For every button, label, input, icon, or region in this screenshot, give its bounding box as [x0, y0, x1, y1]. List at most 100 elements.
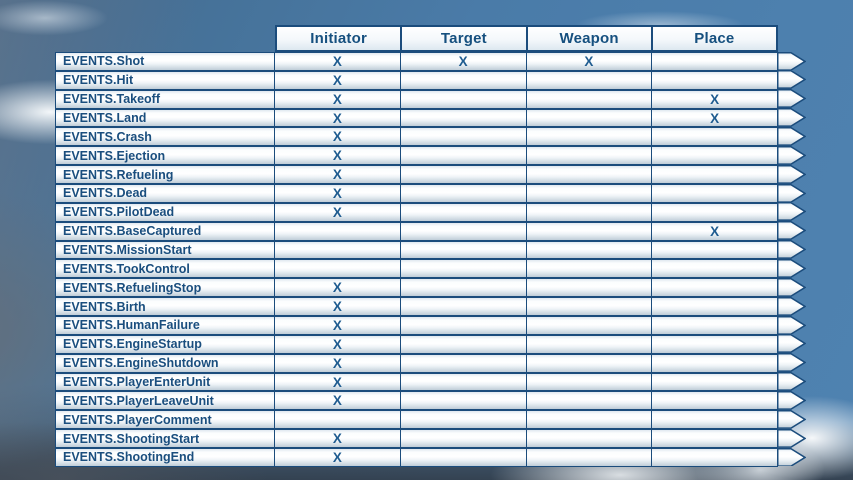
mark-cell-weapon: [526, 185, 653, 202]
mark-cell-place: [652, 166, 778, 184]
mark-cell-target: X: [400, 53, 527, 70]
mark-cell-initiator: X: [275, 90, 401, 108]
mark-cell-place: [652, 354, 778, 372]
mark-cell-weapon: [526, 109, 653, 127]
mark-cell-target: [400, 203, 527, 221]
table-row: EVENTS.HumanFailure X: [55, 315, 806, 335]
mark-cell-target: [400, 430, 527, 448]
table-row: EVENTS.ShootingStart X: [55, 428, 806, 449]
event-label: EVENTS.Hit: [55, 71, 275, 89]
mark-cell-initiator: X: [275, 147, 401, 165]
row-arrow-icon: [776, 277, 806, 297]
mark-cell-place: [652, 147, 778, 165]
mark-cell-target: [400, 335, 527, 353]
table-row: EVENTS.Dead X: [55, 183, 806, 203]
row-arrow-icon: [776, 296, 806, 316]
mark-cell-initiator: X: [275, 203, 401, 221]
mark-cell-target: [400, 373, 527, 391]
row-arrow-icon: [776, 164, 806, 184]
mark-cell-place: [652, 53, 778, 70]
mark-cell-place: [652, 392, 778, 410]
row-arrow-icon: [776, 145, 806, 165]
mark-cell-target: [400, 71, 527, 89]
row-arrow-icon: [776, 353, 806, 373]
mark-cell-weapon: [526, 90, 653, 108]
event-label: EVENTS.Takeoff: [55, 90, 275, 108]
row-arrow-icon: [776, 372, 806, 391]
mark-cell-initiator: X: [275, 354, 401, 372]
mark-cell-weapon: [526, 203, 653, 221]
mark-cell-target: [400, 354, 527, 372]
event-label: EVENTS.ShootingEnd: [55, 449, 275, 466]
mark-cell-place: [652, 279, 778, 297]
event-label: EVENTS.PilotDead: [55, 203, 275, 221]
column-header-initiator: Initiator: [275, 25, 403, 52]
row-arrow-icon: [776, 221, 806, 241]
event-label: EVENTS.Ejection: [55, 147, 275, 165]
event-label: EVENTS.Birth: [55, 298, 275, 316]
table-row: EVENTS.TookControl: [55, 258, 806, 279]
mark-cell-initiator: X: [275, 279, 401, 297]
mark-cell-place: [652, 203, 778, 221]
mark-cell-target: [400, 90, 527, 108]
mark-cell-weapon: [526, 354, 653, 372]
table-row: EVENTS.Refueling X: [55, 164, 806, 185]
event-label: EVENTS.EngineStartup: [55, 335, 275, 353]
mark-cell-target: [400, 241, 527, 259]
mark-cell-initiator: [275, 260, 401, 278]
mark-cell-weapon: [526, 147, 653, 165]
event-label: EVENTS.Crash: [55, 128, 275, 146]
mark-cell-weapon: [526, 449, 653, 466]
mark-cell-initiator: X: [275, 317, 401, 334]
mark-cell-place: [652, 71, 778, 89]
mark-cell-initiator: [275, 241, 401, 259]
table-row: EVENTS.Ejection X: [55, 145, 806, 166]
mark-cell-target: [400, 411, 527, 429]
table-header-row: Initiator Target Weapon Place: [275, 25, 778, 52]
mark-cell-weapon: [526, 335, 653, 353]
mark-cell-weapon: [526, 317, 653, 334]
table-row: EVENTS.EngineStartup X: [55, 334, 806, 354]
mark-cell-initiator: X: [275, 392, 401, 410]
row-arrow-icon: [776, 315, 806, 335]
mark-cell-weapon: X: [526, 53, 653, 70]
event-label: EVENTS.RefuelingStop: [55, 279, 275, 297]
mark-cell-initiator: X: [275, 298, 401, 316]
table-row: EVENTS.PilotDead X: [55, 202, 806, 222]
mark-cell-initiator: X: [275, 53, 401, 70]
table-row: EVENTS.Shot X X X: [55, 51, 806, 71]
table-row: EVENTS.ShootingEnd X: [55, 447, 806, 467]
column-header-place: Place: [650, 25, 778, 52]
row-arrow-icon: [776, 240, 806, 259]
mark-cell-weapon: [526, 71, 653, 89]
event-label: EVENTS.EngineShutdown: [55, 354, 275, 372]
column-header-weapon: Weapon: [525, 25, 653, 52]
mark-cell-initiator: [275, 411, 401, 429]
event-label: EVENTS.TookControl: [55, 260, 275, 278]
event-label: EVENTS.Dead: [55, 185, 275, 202]
table-row: EVENTS.Land X X: [55, 108, 806, 128]
mark-cell-target: [400, 298, 527, 316]
mark-cell-place: [652, 335, 778, 353]
event-label: EVENTS.HumanFailure: [55, 317, 275, 334]
mark-cell-weapon: [526, 260, 653, 278]
mark-cell-target: [400, 128, 527, 146]
mark-cell-target: [400, 147, 527, 165]
row-arrow-icon: [776, 428, 806, 448]
table-row: EVENTS.MissionStart: [55, 240, 806, 260]
mark-cell-weapon: [526, 392, 653, 410]
event-label: EVENTS.ShootingStart: [55, 430, 275, 448]
event-label: EVENTS.MissionStart: [55, 241, 275, 259]
row-arrow-icon: [776, 126, 806, 146]
row-arrow-icon: [776, 51, 806, 71]
mark-cell-weapon: [526, 373, 653, 391]
event-label: EVENTS.BaseCaptured: [55, 222, 275, 240]
mark-cell-initiator: X: [275, 128, 401, 146]
mark-cell-target: [400, 449, 527, 466]
mark-cell-initiator: X: [275, 373, 401, 391]
mark-cell-target: [400, 279, 527, 297]
mark-cell-place: X: [652, 90, 778, 108]
mark-cell-weapon: [526, 166, 653, 184]
mark-cell-initiator: X: [275, 166, 401, 184]
table-row: EVENTS.BaseCaptured X: [55, 221, 806, 241]
